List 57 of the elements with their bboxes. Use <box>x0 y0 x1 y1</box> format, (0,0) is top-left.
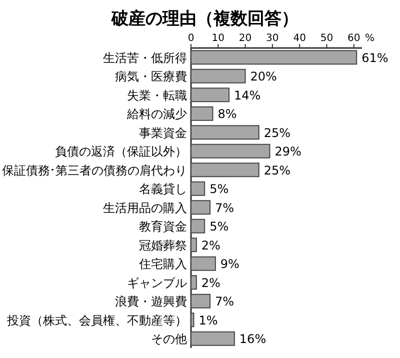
x-tick-label: 20 <box>238 33 252 44</box>
data-label: 16% <box>239 332 266 346</box>
data-label: 14% <box>234 88 261 102</box>
data-label: 9% <box>220 257 240 272</box>
bar <box>190 68 246 84</box>
bar <box>190 106 214 121</box>
x-axis-title: % <box>365 33 375 44</box>
bar <box>190 218 206 234</box>
y-tick-label: 生活用品の購入 <box>103 200 187 215</box>
bar <box>190 275 197 290</box>
bar <box>190 331 235 346</box>
x-tick-label: 60 <box>347 33 360 44</box>
y-tick-label: 事業資金 <box>139 126 187 140</box>
y-tick-label: 名義貸し <box>139 182 187 196</box>
y-tick-label: 投資（株式、会員権、不動産等） <box>6 313 187 328</box>
data-label: 25% <box>264 126 291 140</box>
data-label: 5% <box>210 220 229 234</box>
y-tick-label: その他 <box>151 332 187 346</box>
x-tick-label: 10 <box>212 33 225 44</box>
bar <box>190 238 197 252</box>
data-label: 8% <box>218 107 237 122</box>
y-tick-label: 給料の減少 <box>126 107 187 122</box>
bar <box>190 312 194 328</box>
data-label: 2% <box>201 276 220 290</box>
data-label: 2% <box>201 238 220 252</box>
bar <box>190 162 260 178</box>
x-tick-label: 0 <box>188 33 194 44</box>
bar <box>190 88 230 102</box>
bar <box>190 50 358 65</box>
y-tick-label: 住宅購入 <box>138 257 187 272</box>
data-label: 61% <box>362 50 388 65</box>
bar <box>190 294 210 308</box>
data-label: 7% <box>215 294 234 309</box>
data-label: 20% <box>250 70 277 84</box>
bar <box>190 144 270 158</box>
y-tick-label: 保証債務･第三者の債務の肩代わり <box>2 163 188 178</box>
y-tick-label: 負債の返済（保証以外） <box>55 144 187 159</box>
data-label: 5% <box>210 182 229 196</box>
x-tick-label: 30 <box>266 33 279 44</box>
bar <box>190 125 260 140</box>
y-tick-label: 失業・転職 <box>127 88 187 102</box>
x-tick-label: 50 <box>320 33 334 44</box>
y-tick-label: 生活苦・低所得 <box>103 50 187 65</box>
x-tick-label: 40 <box>293 33 306 44</box>
title: 破産の理由（複数回答） <box>112 9 298 29</box>
y-tick-label: ギャンブル <box>127 276 187 290</box>
data-label: 1% <box>198 313 218 328</box>
bar <box>190 200 210 215</box>
y-tick-label: 浪費・遊興費 <box>115 294 187 309</box>
y-tick-label: 病気・医療費 <box>115 70 187 84</box>
y-tick-label: 教育資金 <box>139 220 187 234</box>
y-tick-label: 冠婚葬祭 <box>139 238 187 252</box>
bar <box>190 256 216 271</box>
data-label: 25% <box>264 163 291 178</box>
data-label: 29% <box>274 144 302 159</box>
bar <box>190 181 206 196</box>
data-label: 7% <box>215 200 234 215</box>
